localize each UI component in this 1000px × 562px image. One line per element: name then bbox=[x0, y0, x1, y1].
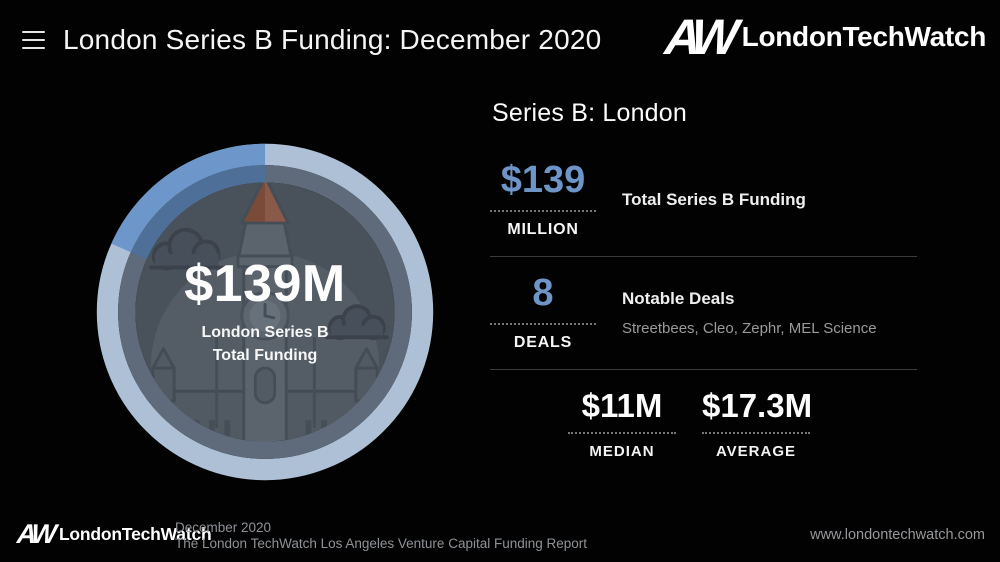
funding-description: Total Series B Funding bbox=[622, 190, 806, 209]
notable-deals-list: Streetbees, Cleo, Zephr, MEL Science bbox=[622, 320, 877, 337]
donut-chart: $139M London Series B Total Funding bbox=[91, 138, 439, 486]
median-stat-block: $11M MEDIAN bbox=[568, 387, 676, 461]
funding-value: $139 bbox=[490, 160, 596, 212]
median-value: $11M bbox=[568, 387, 676, 435]
divider bbox=[490, 256, 917, 257]
stat-row-funding: $139 MILLION Total Series B Funding bbox=[490, 154, 922, 246]
median-label: MEDIAN bbox=[589, 443, 655, 461]
footer-brand-logo[interactable]: AW LondonTechWatch bbox=[15, 518, 212, 550]
deals-value: 8 bbox=[490, 273, 596, 325]
footer-report-info: December 2020 The London TechWatch Los A… bbox=[175, 520, 587, 552]
deals-unit: DEALS bbox=[513, 333, 573, 351]
brand-name: LondonTechWatch bbox=[741, 21, 987, 52]
footer-date: December 2020 bbox=[175, 520, 272, 535]
hamburger-menu-icon[interactable] bbox=[22, 31, 45, 51]
funding-unit: MILLION bbox=[507, 220, 579, 238]
stat-row-deals: 8 DEALS Notable Deals Streetbees, Cleo, … bbox=[490, 267, 922, 359]
average-stat-block: $17.3M AVERAGE bbox=[702, 387, 812, 461]
footer-brand-name: LondonTechWatch bbox=[58, 523, 212, 544]
panel-heading: Series B: London bbox=[492, 99, 687, 127]
deals-stat-block: 8 DEALS bbox=[490, 273, 596, 352]
donut-inner-highlight-arc bbox=[130, 165, 266, 260]
aw-logo-icon: AW bbox=[663, 9, 734, 65]
cloud-right bbox=[324, 304, 389, 341]
footer-website-link[interactable]: www.londontechwatch.com bbox=[810, 527, 985, 543]
cloud-left bbox=[149, 227, 225, 271]
aw-logo-icon: AW bbox=[15, 519, 54, 549]
clock-tower bbox=[236, 182, 294, 442]
deals-description-group: Notable Deals Streetbees, Cleo, Zephr, M… bbox=[622, 289, 877, 337]
footer-report-title: The London TechWatch Los Angeles Venture… bbox=[175, 536, 588, 551]
donut-inner-ring bbox=[118, 165, 412, 459]
brand-logo[interactable]: AW LondonTechWatch bbox=[663, 8, 987, 66]
funding-stat-block: $139 MILLION bbox=[490, 160, 596, 239]
deals-description: Notable Deals bbox=[622, 289, 735, 308]
stat-row-median-average: $11M MEDIAN $17.3M AVERAGE bbox=[568, 387, 922, 461]
stats-panel: Series B: London $139 MILLION Total Seri… bbox=[490, 99, 922, 460]
donut-svg bbox=[96, 143, 434, 481]
average-value: $17.3M bbox=[702, 387, 812, 435]
divider bbox=[490, 369, 917, 370]
average-label: AVERAGE bbox=[715, 443, 797, 461]
donut-ring-highlight-arc bbox=[111, 143, 266, 253]
page-title: London Series B Funding: December 2020 bbox=[63, 24, 602, 55]
